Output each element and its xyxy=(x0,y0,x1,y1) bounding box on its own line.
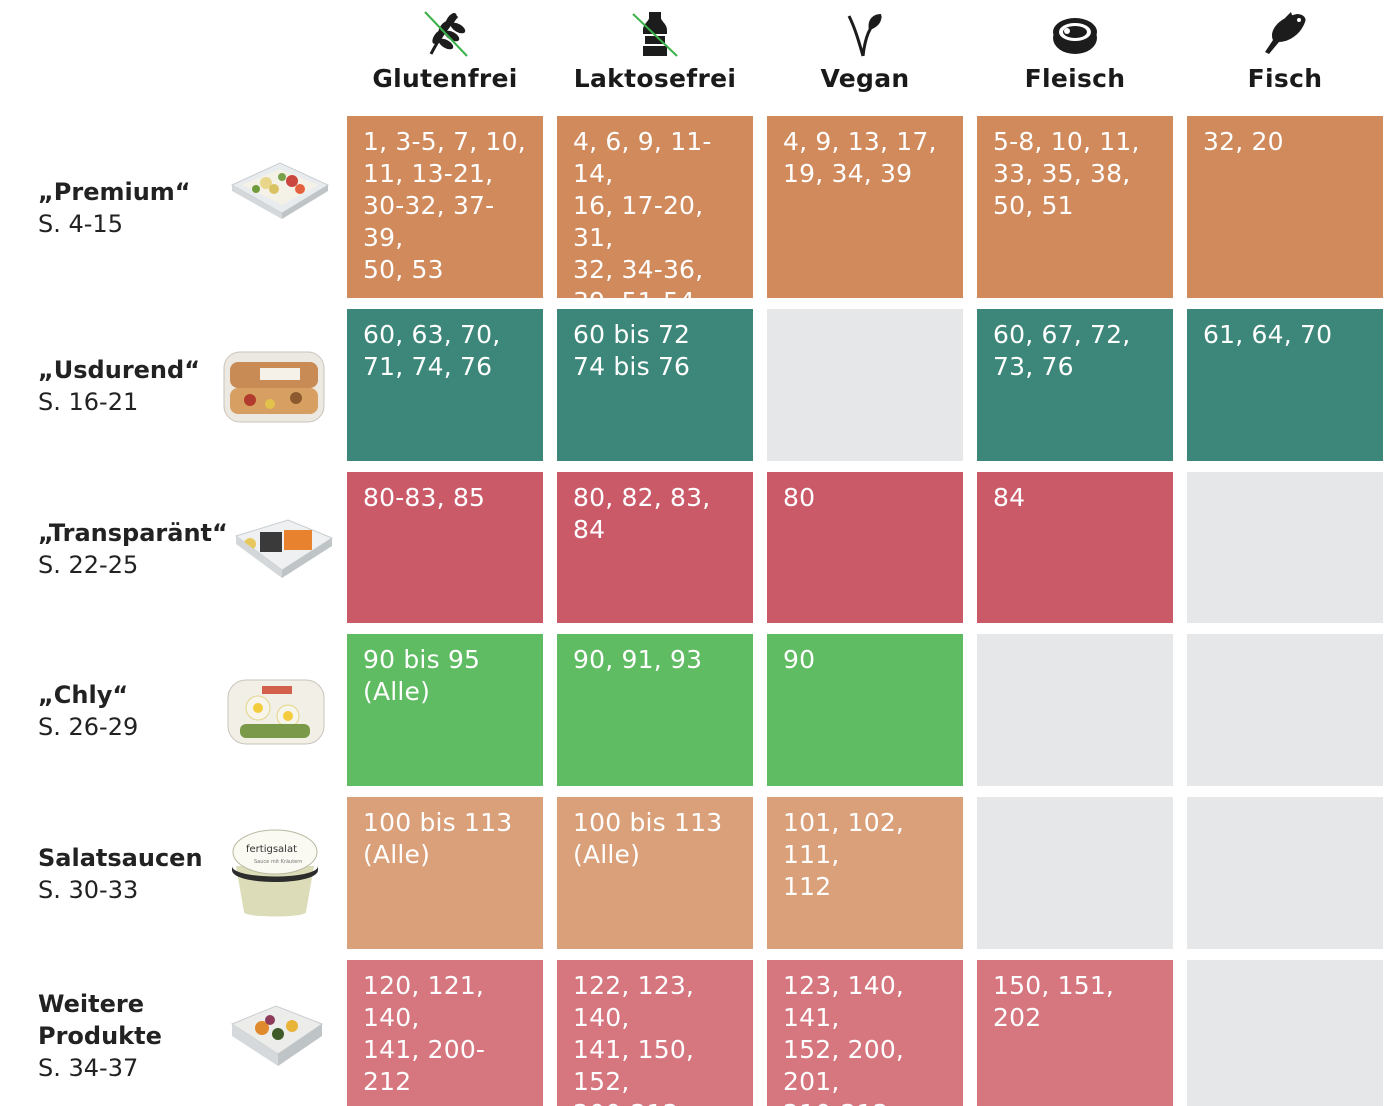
row-label-usdurend: „Usdurend“ S. 16-21 xyxy=(38,354,238,418)
row-label-weitere-produkte: Weitere Produkte S. 34-37 xyxy=(38,988,238,1084)
cell-glutenfrei: 90 bis 95 (Alle) xyxy=(347,634,543,786)
row-name: „Premium“ xyxy=(38,178,191,206)
cell-fleisch: 84 xyxy=(977,472,1173,623)
premium-salad-box-image xyxy=(230,162,330,219)
column-label: Fisch xyxy=(1247,64,1323,93)
column-header-vegan: Vegan xyxy=(767,0,963,110)
cell-vegan xyxy=(767,309,963,461)
row-name: „Usdurend“ xyxy=(38,356,200,384)
cell-fleisch: 150, 151, 202 xyxy=(977,960,1173,1106)
row-name: „Transparänt“ xyxy=(38,519,228,547)
cell-fisch: 32, 20 xyxy=(1187,116,1383,298)
cell-vegan: 123, 140, 141, 152, 200, 201, 210-212 xyxy=(767,960,963,1106)
row-pages: S. 26-29 xyxy=(38,713,139,741)
cell-laktosefrei: 90, 91, 93 xyxy=(557,634,753,786)
sauce-cup-sub: Sauce mit Kräutern xyxy=(254,859,302,865)
cell-fisch xyxy=(1187,634,1383,786)
vegan-sprout-icon xyxy=(767,8,963,60)
column-label: Vegan xyxy=(820,64,910,93)
weitere-produkte-box-image xyxy=(230,1005,324,1066)
cell-fleisch: 60, 67, 72, 73, 76 xyxy=(977,309,1173,461)
sauce-cup-brand: fertigsalat xyxy=(246,844,297,855)
cell-fleisch xyxy=(977,797,1173,949)
cell-laktosefrei: 80, 82, 83, 84 xyxy=(557,472,753,623)
column-label: Laktosefrei xyxy=(573,64,737,93)
cell-fisch: 61, 64, 70 xyxy=(1187,309,1383,461)
cell-fisch xyxy=(1187,797,1383,949)
column-header-fisch: Fisch xyxy=(1187,0,1383,110)
cell-fleisch xyxy=(977,634,1173,786)
row-pages: S. 4-15 xyxy=(38,210,123,238)
cell-fisch xyxy=(1187,960,1383,1106)
gluten-free-icon xyxy=(347,8,543,60)
cell-laktosefrei: 4, 6, 9, 11-14, 16, 17-20, 31, 32, 34-36… xyxy=(557,116,753,298)
column-header-fleisch: Fleisch xyxy=(977,0,1173,110)
cell-fleisch: 5-8, 10, 11, 33, 35, 38, 50, 51 xyxy=(977,116,1173,298)
cell-laktosefrei: 100 bis 113 (Alle) xyxy=(557,797,753,949)
column-label: Fleisch xyxy=(1024,64,1126,93)
cell-vegan: 101, 102, 111, 112 xyxy=(767,797,963,949)
row-label-salatsaucen: Salatsaucen S. 30-33 xyxy=(38,842,238,906)
row-pages: S. 22-25 xyxy=(38,551,139,579)
row-pages: S. 34-37 xyxy=(38,1054,139,1082)
cell-glutenfrei: 1, 3-5, 7, 10, 11, 13-21, 30-32, 37-39, … xyxy=(347,116,543,298)
cell-glutenfrei: 80-83, 85 xyxy=(347,472,543,623)
transparaent-salad-box-image xyxy=(234,519,334,578)
cell-glutenfrei: 60, 63, 70, 71, 74, 76 xyxy=(347,309,543,461)
row-label-transparaent: „Transparänt“ S. 22-25 xyxy=(38,517,238,581)
cell-glutenfrei: 120, 121, 140, 141, 200-212 xyxy=(347,960,543,1106)
row-label-chly: „Chly“ S. 26-29 xyxy=(38,679,238,743)
cell-fisch xyxy=(1187,472,1383,623)
cell-vegan: 4, 9, 13, 17, 19, 34, 39 xyxy=(767,116,963,298)
column-header-laktosefrei: Laktosefrei xyxy=(557,0,753,110)
usdurend-salad-box-image xyxy=(223,351,325,423)
row-name: Weitere Produkte xyxy=(38,990,162,1050)
cell-laktosefrei: 60 bis 72 74 bis 76 xyxy=(557,309,753,461)
cell-glutenfrei: 100 bis 113 (Alle) xyxy=(347,797,543,949)
cell-vegan: 90 xyxy=(767,634,963,786)
cell-laktosefrei: 122, 123, 140, 141, 150, 152, 200-212 xyxy=(557,960,753,1106)
column-label: Glutenfrei xyxy=(372,64,518,93)
fish-icon xyxy=(1187,8,1383,60)
lactose-free-icon xyxy=(557,8,753,60)
meat-steak-icon xyxy=(977,8,1173,60)
cell-vegan: 80 xyxy=(767,472,963,623)
salatsaucen-cup-image: fertigsalat Sauce mit Kräutern xyxy=(232,829,318,917)
column-header-glutenfrei: Glutenfrei xyxy=(347,0,543,110)
row-name: Salatsaucen xyxy=(38,844,203,872)
row-name: „Chly“ xyxy=(38,681,129,709)
chly-salad-box-image xyxy=(227,679,325,745)
row-pages: S. 16-21 xyxy=(38,388,139,416)
row-label-premium: „Premium“ S. 4-15 xyxy=(38,176,238,240)
row-pages: S. 30-33 xyxy=(38,876,139,904)
